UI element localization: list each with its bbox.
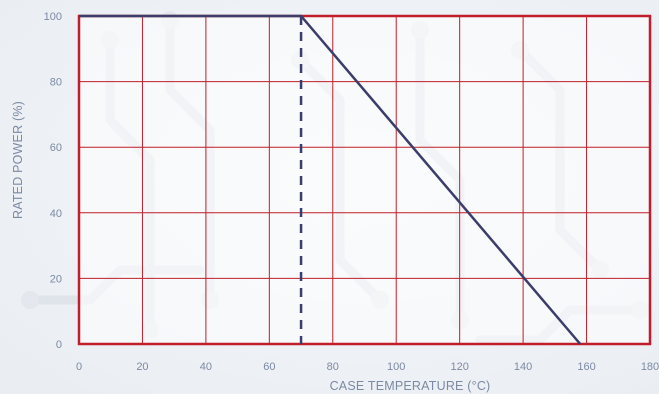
circuit-pad — [21, 291, 39, 309]
x-tick-label: 180 — [641, 361, 659, 373]
y-tick-label: 40 — [50, 208, 62, 220]
y-tick-label: 60 — [50, 142, 62, 154]
y-tick-label: 0 — [56, 339, 62, 351]
plot-border — [77, 14, 652, 346]
plot-area — [79, 16, 650, 344]
series-line — [79, 14, 582, 345]
y-tick-label: 20 — [50, 273, 62, 285]
y-axis-title: RATED POWER (%) — [11, 101, 25, 219]
x-axis-title: CASE TEMPERATURE (°C) — [330, 379, 491, 393]
x-tick-label: 0 — [76, 361, 82, 373]
x-tick-label: 100 — [387, 361, 405, 373]
y-tick-label: 80 — [50, 77, 62, 89]
y-tick-label: 100 — [44, 11, 62, 23]
x-tick-label: 140 — [514, 361, 532, 373]
plot-area-fill — [79, 16, 650, 344]
x-tick-label: 60 — [263, 361, 275, 373]
grid — [79, 16, 650, 344]
x-tick-label: 40 — [200, 361, 212, 373]
x-tick-label: 80 — [327, 361, 339, 373]
plot-frame — [77, 14, 652, 346]
x-tick-labels: 0 20 40 60 80 100 120 140 160 180 — [76, 361, 659, 373]
x-tick-label: 120 — [450, 361, 468, 373]
series-group — [79, 14, 582, 345]
x-tick-label: 160 — [577, 361, 595, 373]
x-tick-label: 20 — [136, 361, 148, 373]
y-tick-labels: 0 20 40 60 80 100 — [44, 11, 62, 351]
